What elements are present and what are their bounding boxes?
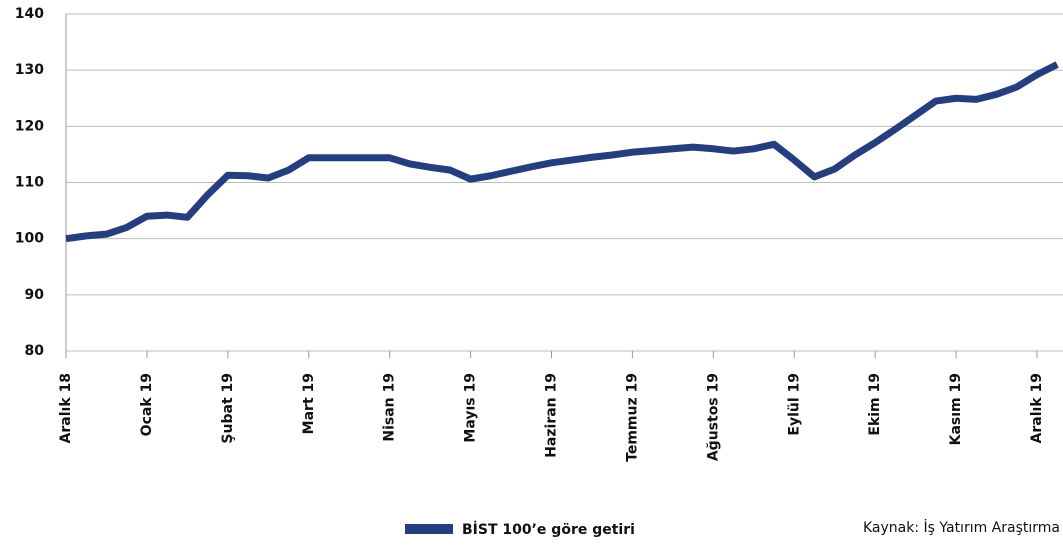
source: Kaynak: İş Yatırım Araştırma	[863, 518, 1060, 536]
y-tick-label: 90	[25, 287, 45, 303]
x-tick-label: Mayıs 19	[463, 373, 479, 443]
x-tick-label: Ocak 19	[139, 373, 155, 436]
legend-label: BİST 100’e göre getiri	[462, 521, 635, 538]
y-tick-label: 100	[15, 231, 44, 247]
x-tick-label: Ağustos 19	[705, 373, 721, 461]
x-tick-label: Haziran 19	[544, 373, 560, 458]
x-tick-label: Temmuz 19	[624, 373, 640, 462]
y-tick-label: 110	[15, 175, 44, 191]
x-tick-label: Ekim 19	[867, 373, 883, 436]
x-tick-label: Eylül 19	[786, 373, 802, 436]
x-tick-label: Aralık 19	[1029, 373, 1045, 443]
x-tick-label: Mart 19	[301, 373, 317, 434]
y-tick-label: 80	[25, 343, 45, 359]
y-tick-label: 130	[15, 62, 44, 78]
x-tick-label: Şubat 19	[220, 373, 236, 444]
x-tick-label: Kasım 19	[948, 373, 964, 445]
series-line	[65, 61, 1059, 243]
legend-swatch	[405, 524, 453, 534]
y-tick-label: 120	[15, 118, 44, 134]
x-tick-label: Nisan 19	[382, 373, 398, 442]
y-tick-label: 140	[15, 6, 44, 22]
x-tick-label: Aralık 18	[58, 373, 74, 443]
